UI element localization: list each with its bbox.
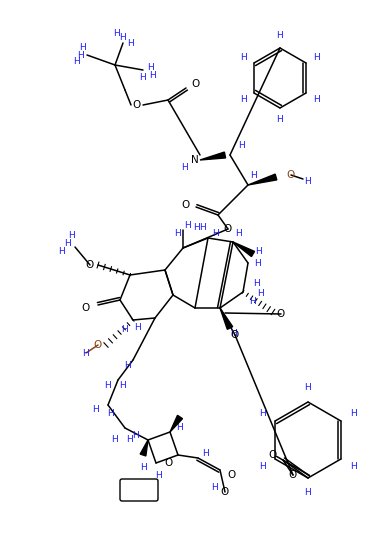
Text: H: H <box>147 63 154 72</box>
Text: H: H <box>259 409 266 418</box>
Text: H: H <box>350 461 357 471</box>
Text: H: H <box>240 52 247 61</box>
Text: H: H <box>132 431 139 439</box>
Text: O: O <box>224 224 232 234</box>
Text: H: H <box>83 348 89 358</box>
Text: H: H <box>177 422 183 432</box>
Text: H: H <box>254 279 260 289</box>
Text: H: H <box>135 323 141 332</box>
Text: H: H <box>250 298 256 306</box>
Text: O: O <box>269 450 277 460</box>
Text: H: H <box>182 163 188 172</box>
Text: H: H <box>203 449 209 459</box>
Text: H: H <box>68 231 75 240</box>
Text: H: H <box>350 409 357 418</box>
Text: H: H <box>255 247 262 257</box>
Text: H: H <box>175 230 182 238</box>
Polygon shape <box>233 242 254 257</box>
Text: H: H <box>251 171 257 179</box>
Text: H: H <box>305 177 311 185</box>
Text: H: H <box>313 94 320 104</box>
Text: O: O <box>133 100 141 110</box>
Text: H: H <box>78 50 85 60</box>
Text: O: O <box>86 260 94 270</box>
Text: H: H <box>255 258 261 268</box>
Text: H: H <box>277 31 283 40</box>
Text: O: O <box>82 303 90 313</box>
Text: O: O <box>289 470 297 480</box>
Text: H: H <box>120 33 126 41</box>
Text: O: O <box>287 170 295 180</box>
Polygon shape <box>170 415 183 432</box>
Text: O: O <box>277 309 285 319</box>
Text: H: H <box>120 380 126 390</box>
Text: H: H <box>156 470 163 480</box>
FancyBboxPatch shape <box>120 479 158 501</box>
Text: O: O <box>94 340 102 350</box>
Polygon shape <box>248 174 277 185</box>
Text: Abs: Abs <box>131 486 147 495</box>
Text: H: H <box>231 328 238 337</box>
Text: H: H <box>239 141 245 150</box>
Text: H: H <box>139 72 146 82</box>
Text: H: H <box>108 408 114 417</box>
Text: H: H <box>213 229 219 237</box>
Text: H: H <box>93 406 100 415</box>
Text: H: H <box>277 115 283 125</box>
Text: H: H <box>199 224 206 232</box>
Text: H: H <box>80 43 86 51</box>
Polygon shape <box>140 440 148 456</box>
Text: O: O <box>221 487 229 497</box>
Text: H: H <box>184 221 191 231</box>
Text: H: H <box>259 461 266 471</box>
Text: H: H <box>127 436 133 444</box>
Text: H: H <box>128 39 134 47</box>
Text: H: H <box>59 247 66 256</box>
Polygon shape <box>200 152 225 160</box>
Text: H: H <box>258 289 264 299</box>
Text: H: H <box>150 71 156 79</box>
Text: H: H <box>212 484 219 492</box>
Text: O: O <box>182 200 190 210</box>
Text: H: H <box>105 380 111 390</box>
Text: H: H <box>141 464 147 473</box>
Text: O: O <box>192 79 200 89</box>
Text: O: O <box>231 330 239 340</box>
Text: H: H <box>112 436 118 444</box>
Text: H: H <box>305 383 311 392</box>
Text: O: O <box>165 458 173 468</box>
Text: N: N <box>191 155 199 165</box>
Polygon shape <box>220 308 233 330</box>
Text: H: H <box>74 56 81 66</box>
Text: H: H <box>236 230 242 238</box>
Text: H: H <box>65 238 71 247</box>
Text: O: O <box>228 470 236 480</box>
Text: H: H <box>305 488 311 497</box>
Text: H: H <box>313 52 320 61</box>
Text: H: H <box>122 326 128 335</box>
Text: H: H <box>125 360 131 369</box>
Text: H: H <box>194 224 200 232</box>
Text: H: H <box>240 94 247 104</box>
Text: H: H <box>113 29 120 38</box>
